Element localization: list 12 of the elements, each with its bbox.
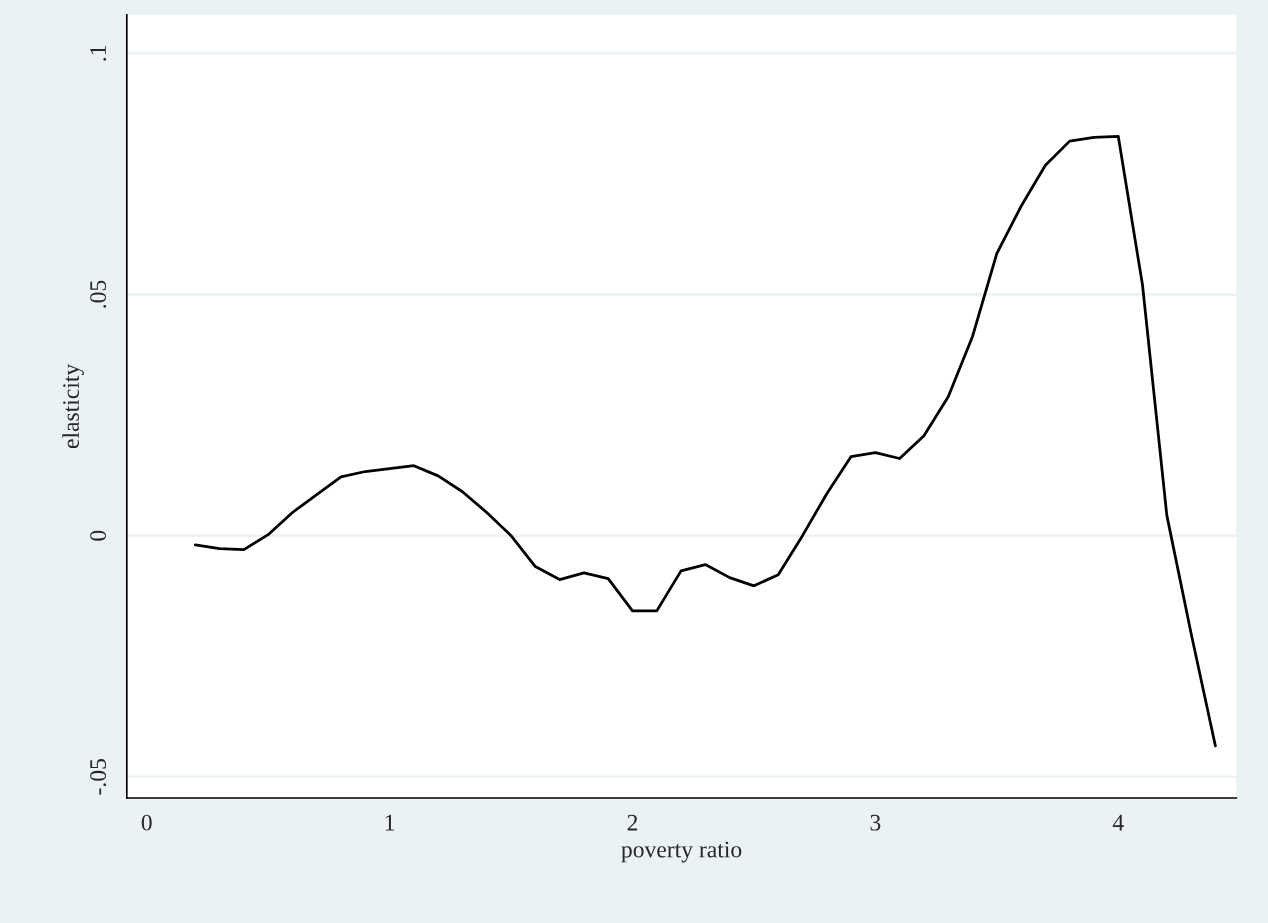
y-axis-title: elasticity: [62, 363, 84, 449]
line-series: [193, 134, 1217, 748]
x-tick-label: 1: [385, 814, 395, 831]
x-tick-label: 4: [1112, 814, 1124, 831]
x-tick-label: 0: [141, 814, 152, 831]
y-tick-label: .1: [90, 45, 107, 61]
y-tick-label: .05: [90, 280, 107, 308]
y-tick-label: 0: [90, 530, 107, 541]
x-axis-title: poverty ratio: [621, 841, 742, 863]
x-tick-label: 3: [870, 814, 881, 831]
y-tick-label: -.05: [90, 759, 107, 795]
x-tick-label: 2: [627, 814, 638, 831]
